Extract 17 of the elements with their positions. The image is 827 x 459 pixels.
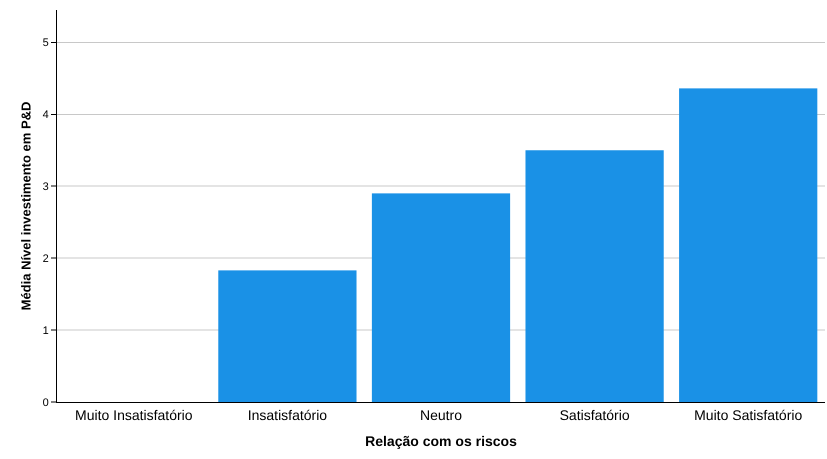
y-tick-label: 3	[42, 181, 49, 194]
y-tick-label: 2	[42, 253, 49, 265]
y-tick-label: 5	[42, 37, 49, 50]
bar	[218, 270, 357, 402]
y-tick-label: 4	[42, 109, 49, 122]
bar	[525, 150, 664, 402]
y-tick-label: 1	[42, 324, 49, 337]
x-tick-label: Satisfatório	[560, 406, 630, 423]
x-tick-label: Muito Satisfatório	[694, 406, 802, 423]
x-tick-label: Muito Insatisfatório	[75, 406, 193, 423]
bar	[679, 88, 818, 402]
y-axis-title: Média Nível investimento em P&D	[18, 102, 34, 310]
x-axis-title: Relação com os riscos	[365, 433, 518, 450]
y-tick-label: 0	[42, 396, 49, 409]
x-tick-label: Neutro	[420, 406, 462, 423]
bar	[372, 193, 510, 402]
x-tick-label: Insatisfatório	[248, 406, 328, 423]
